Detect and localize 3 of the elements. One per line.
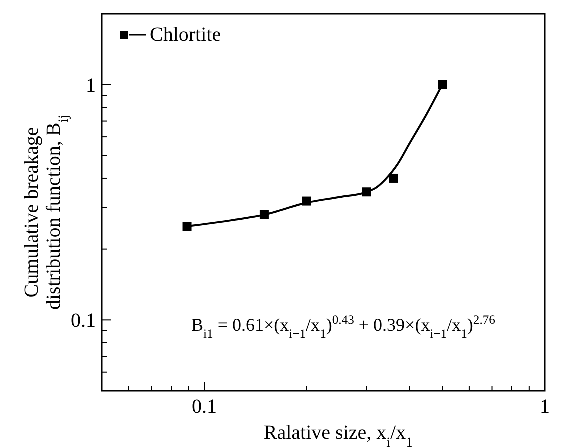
x-axis-title: Ralative size, x$_{i}$/x$_{1}$ [264,422,414,447]
text: B$_{i1}$ = 0.61×(x$_{i−1}$/x$_{1}$)$^{0.43}$ + 0.39×(x$_{i−1}$/x$_{1}$)$^{2.76}$ [192,313,496,341]
legend-label: Chlortite [150,24,222,46]
